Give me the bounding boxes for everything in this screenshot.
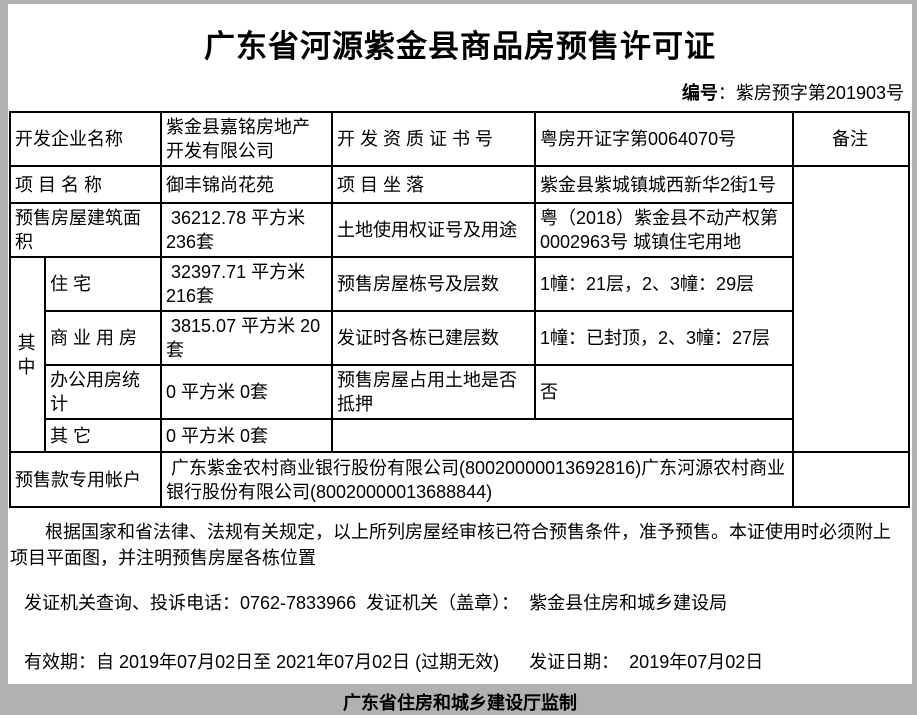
presale-area-value: 36212.78 平方米236套 [160,202,333,258]
building-floors-value: 1幢：21层，2、3幢：29层 [534,256,794,312]
commercial-label: 商 业 用 房 [44,310,162,366]
certificate-page: 广东省河源紫金县商品房预售许可证 编号：紫房预字第201903号 开发企业名称 … [8,4,912,713]
serial-label: 编号 [681,83,718,103]
remark-header: 备注 [792,111,910,167]
building-floors-label: 预售房屋栋号及层数 [331,256,536,312]
developer-name-label: 开发企业名称 [9,111,162,167]
commercial-value: 3815.07 平方米 20套 [160,310,333,366]
serial-value: ：紫房预字第201903号 [717,83,904,103]
group-label-cell: 其中 [9,256,46,453]
serial-number-line: 编号：紫房预字第201903号 [8,79,912,105]
land-mortgage-value: 否 [534,364,794,420]
office-label: 办公用房统计 [44,364,162,420]
project-name-value: 御丰锦尚花苑 [160,165,333,204]
table-row: 商 业 用 房 3815.07 平方米 20套 发证时各栋已建层数 1幢：已封顶… [10,310,909,366]
built-floors-label: 发证时各栋已建层数 [331,310,536,366]
qualification-cert-value: 粤房开证字第0064070号 [534,111,794,167]
project-location-label: 项 目 坐 落 [331,165,536,204]
presale-area-label: 预售房屋建筑面积 [9,202,162,258]
land-use-cert-value: 粤（2018）紫金县不动产权第0002963号 城镇住宅用地 [534,202,794,258]
table-row: 预售房屋建筑面积 36212.78 平方米236套 土地使用权证号及用途 粤（2… [9,202,909,258]
empty-cell [331,418,794,453]
table-row: 办公用房统计 0 平方米 0套 预售房屋占用土地是否抵押 否 [10,364,909,420]
table-row: 开发企业名称 紫金县嘉铭房地产开发有限公司 开 发 资 质 证 书 号 粤房开证… [9,111,910,167]
supervision-footer: 广东省住房和城乡建设厅监制 [343,693,577,713]
certificate-table: 开发企业名称 紫金县嘉铭房地产开发有限公司 开 发 资 质 证 书 号 粤房开证… [9,111,910,508]
developer-name-value: 紫金县嘉铭房地产开发有限公司 [160,111,333,167]
office-value: 0 平方米 0套 [160,364,333,420]
remark-empty-cell [792,451,910,508]
validity-line: 有效期：自 2019年07月02日至 2021年07月02日 (过期无效) 发证… [24,652,764,672]
remark-empty-cell [792,165,910,453]
page-title: 广东省河源紫金县商品房预售许可证 [204,29,716,64]
escrow-account-label: 预售款专用帐户 [9,451,162,508]
residential-value: 32397.71 平方米216套 [160,256,333,312]
escrow-account-value: 广东紫金农村商业银行股份有限公司(80020000013692816)广东河源农… [160,451,794,508]
land-mortgage-label: 预售房屋占用土地是否抵押 [331,364,536,420]
project-location-value: 紫金县紫城镇城西新华2街1号 [534,165,794,204]
qualification-cert-label: 开 发 资 质 证 书 号 [331,111,536,167]
issuer-phone-line: 发证机关查询、投诉电话：0762-7833966 发证机关（盖章）： 紫金县住房… [24,593,728,613]
table-row: 其 它 0 平方米 0套 [10,418,909,453]
table-row: 预售款专用帐户 广东紫金农村商业银行股份有限公司(800200000136928… [9,451,910,508]
table-row: 项 目 名 称 御丰锦尚花苑 项 目 坐 落 紫金县紫城镇城西新华2街1号 [9,165,910,453]
table-row: 其中 住 宅 32397.71 平方米216套 预售房屋栋号及层数 1幢：21层… [9,256,909,453]
project-name-label: 项 目 名 称 [9,165,162,204]
residential-label: 住 宅 [44,256,162,312]
land-use-cert-label: 土地使用权证号及用途 [331,202,536,258]
other-value: 0 平方米 0套 [160,418,333,453]
approval-paragraph: 根据国家和省法律、法规有关规定，以上所列房屋经审核已符合预售条件，准予预售。本证… [10,522,891,568]
other-label: 其 它 [44,418,162,453]
built-floors-value: 1幢：已封顶，2、3幢：27层 [534,310,794,366]
